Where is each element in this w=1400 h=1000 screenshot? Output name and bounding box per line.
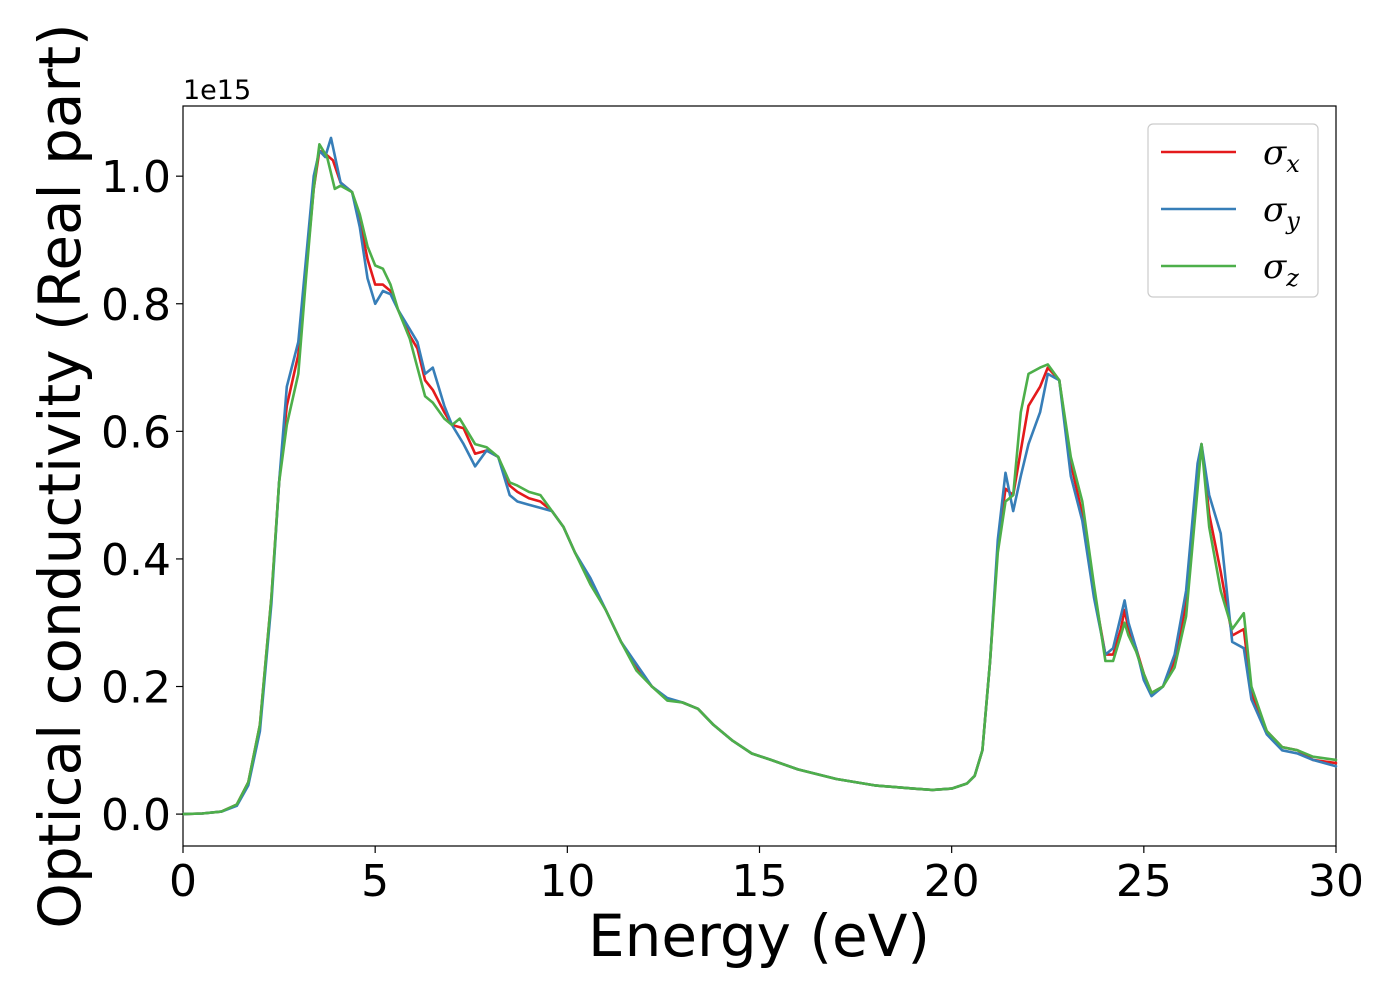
y-tick-label: 0.2: [101, 663, 171, 714]
x-tick-label: 5: [361, 856, 389, 907]
legend-box: [1147, 123, 1319, 298]
y-tick-label: 0.6: [101, 407, 171, 458]
y-offset-label: 1e15: [183, 75, 251, 106]
series-line-z: [181, 143, 1338, 816]
y-tick-label: 0.4: [101, 535, 171, 586]
y-tick-label: 1.0: [101, 152, 171, 203]
y-tick-label: 0.0: [101, 790, 171, 841]
y-tick-label: 0.8: [101, 280, 171, 331]
legend-label-x: σx: [1263, 133, 1300, 178]
legend: σx σy σz: [1147, 123, 1319, 298]
x-tick-label: 10: [539, 856, 595, 907]
x-axis: 0 5 10 15 20 25 30: [169, 846, 1364, 907]
legend-label-y: σy: [1263, 190, 1300, 235]
x-tick-label: 25: [1116, 856, 1172, 907]
x-tick-label: 15: [732, 856, 788, 907]
y-axis-title: Optical conductivity (Real part): [26, 23, 94, 928]
y-axis: 0.0 0.2 0.4 0.6 0.8 1.0: [101, 152, 183, 841]
x-tick-label: 20: [924, 856, 980, 907]
x-axis-title: Energy (eV): [588, 902, 930, 970]
x-tick-label: 0: [169, 856, 197, 907]
legend-label-z: σz: [1263, 247, 1299, 292]
x-tick-label: 30: [1308, 856, 1364, 907]
series-lines: [181, 136, 1338, 816]
